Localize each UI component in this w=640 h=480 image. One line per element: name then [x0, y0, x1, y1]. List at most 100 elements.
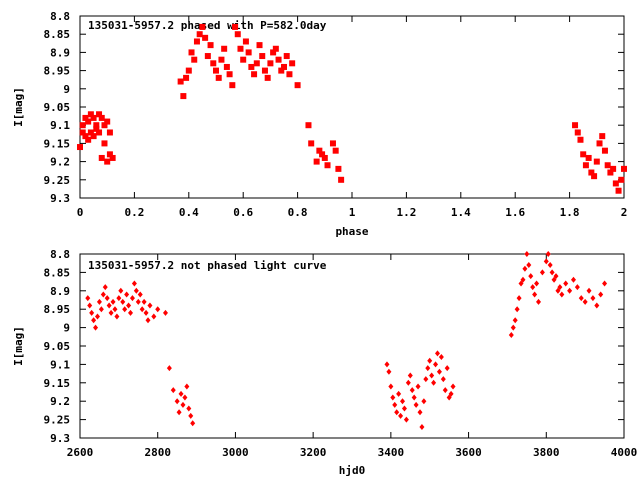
data-point [440, 376, 446, 383]
x-tick-label: 3400 [378, 446, 405, 459]
data-point [87, 302, 93, 309]
data-point [524, 251, 530, 257]
data-point [415, 383, 421, 390]
data-point [305, 122, 312, 129]
data-point [275, 56, 282, 63]
data-point [549, 269, 555, 276]
data-point [248, 63, 255, 70]
data-point [96, 111, 103, 118]
data-point [436, 368, 442, 375]
data-point [116, 295, 122, 302]
data-point [543, 258, 549, 265]
y-tick-label: 9.2 [50, 395, 70, 408]
data-point [536, 298, 542, 305]
data-point [133, 287, 139, 294]
data-point [232, 23, 239, 30]
data-point [514, 306, 520, 313]
data-point [98, 306, 104, 313]
data-point [316, 147, 323, 154]
data-point [145, 317, 151, 324]
data-point [586, 287, 592, 294]
data-point [93, 324, 99, 331]
data-point [409, 387, 415, 394]
x-tick-label: 0.4 [179, 206, 199, 219]
x-tick-label: 1.6 [505, 206, 525, 219]
data-point [596, 140, 603, 147]
data-point [270, 49, 277, 56]
data-point [182, 394, 188, 401]
data-point [234, 31, 241, 38]
data-point [178, 390, 184, 397]
data-point [177, 78, 184, 85]
data-point [534, 280, 540, 287]
data-point [448, 390, 454, 397]
data-point [553, 273, 559, 280]
x-tick-label: 1.4 [451, 206, 471, 219]
data-point [251, 71, 258, 78]
data-point [599, 133, 606, 140]
data-point [388, 383, 394, 390]
data-point [539, 269, 545, 276]
data-point [89, 309, 95, 316]
y-tick-label: 9.2 [50, 156, 70, 169]
data-point [259, 53, 266, 60]
data-point [578, 295, 584, 302]
data-point [196, 31, 203, 38]
data-point [191, 56, 198, 63]
plot-frame [79, 15, 625, 199]
data-point [98, 154, 105, 161]
data-point [526, 262, 532, 269]
data-point [403, 416, 409, 423]
data-point [390, 394, 396, 401]
data-point [601, 147, 608, 154]
data-point [118, 287, 124, 294]
data-point [612, 180, 619, 187]
data-point [261, 67, 268, 74]
data-point [100, 291, 106, 298]
y-tick-label: 8.9 [50, 46, 70, 59]
data-point [143, 309, 149, 316]
data-point [450, 383, 456, 390]
data-point [128, 309, 134, 316]
data-point [392, 401, 398, 408]
data-point [442, 387, 448, 394]
data-point [131, 280, 137, 287]
data-point [286, 71, 293, 78]
data-point [147, 302, 153, 309]
data-point [615, 187, 622, 194]
x-tick-label: 2800 [144, 446, 171, 459]
y-tick-label: 9.15 [44, 137, 71, 150]
data-point [421, 398, 427, 405]
data-point [591, 173, 598, 180]
data-point [93, 125, 100, 132]
y-tick-label: 8.8 [50, 248, 70, 261]
x-tick-label: 1 [349, 206, 356, 219]
data-point [386, 368, 392, 375]
data-point [545, 251, 551, 257]
data-point [621, 165, 627, 172]
data-point [106, 302, 112, 309]
data-point [319, 151, 326, 158]
data-point [512, 317, 518, 324]
data-point [193, 38, 200, 45]
data-point [112, 306, 118, 313]
data-point [508, 331, 514, 338]
x-tick-label: 3800 [533, 446, 560, 459]
data-point [308, 140, 315, 147]
data-point [267, 60, 274, 67]
data-point [102, 284, 108, 291]
y-tick-label: 9.1 [50, 358, 70, 371]
data-point [124, 291, 130, 298]
data-point [559, 291, 565, 298]
data-point [598, 291, 604, 298]
data-point [272, 45, 279, 52]
chart-title: 135031-5957.2 not phased light curve [88, 259, 327, 272]
x-axis-title: phase [335, 225, 368, 238]
data-point [444, 365, 450, 372]
data-point [104, 295, 110, 302]
data-point [313, 158, 320, 165]
data-point [411, 394, 417, 401]
data-point [594, 302, 600, 309]
data-point [294, 82, 301, 89]
data-point [332, 147, 339, 154]
